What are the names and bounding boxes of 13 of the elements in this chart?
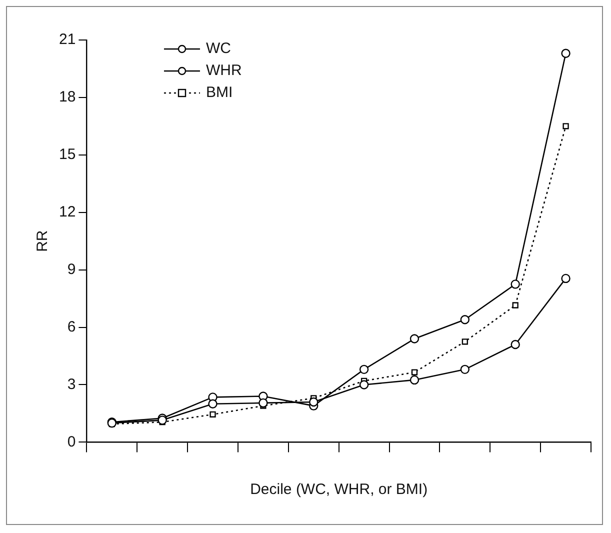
x-axis-title: Decile (WC, WHR, or BMI): [250, 481, 428, 498]
y-tick-label: 9: [67, 260, 76, 278]
y-tick-label: 12: [58, 204, 76, 221]
y-tick-label: 18: [58, 88, 76, 106]
legend-label: WC: [206, 39, 231, 59]
y-tick-label: 3: [67, 376, 76, 393]
y-tick-label: 21: [58, 31, 76, 48]
y-axis-title: RR: [34, 230, 52, 252]
y-tick-label: 0: [67, 433, 76, 450]
y-tick-label: 6: [67, 318, 76, 336]
legend-label: BMI: [206, 83, 233, 103]
legend-label: WHR: [206, 61, 242, 81]
y-tick-label: 15: [58, 146, 76, 164]
